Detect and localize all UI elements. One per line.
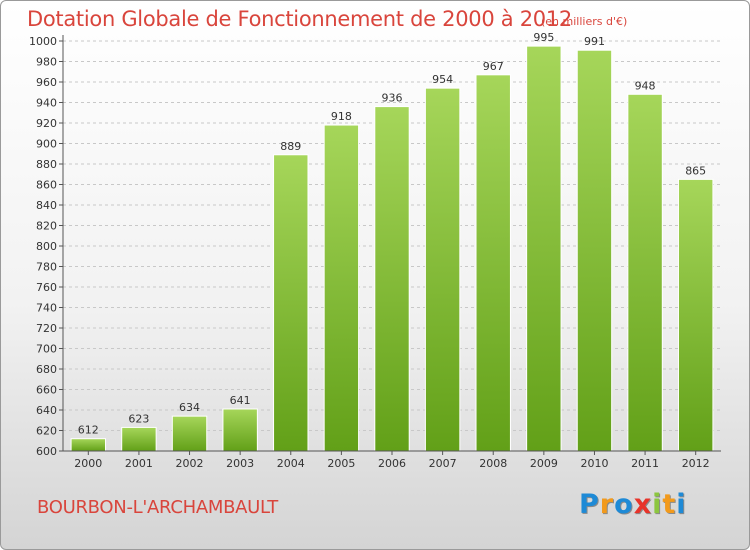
- bar-2011: [627, 93, 663, 452]
- proxiti-logo: Proxiti: [579, 489, 687, 520]
- bar-2002: [171, 415, 208, 452]
- bar-2005: [323, 124, 360, 452]
- bar-2010: [576, 49, 613, 452]
- y-tick-label: 780: [36, 261, 57, 274]
- logo-letter: i: [652, 489, 663, 520]
- y-tick-label: 800: [36, 240, 57, 253]
- data-label: 623: [128, 412, 149, 425]
- bar-2009: [526, 45, 562, 452]
- data-label: 995: [533, 31, 554, 44]
- y-tick-label: 900: [36, 138, 57, 151]
- x-tick-label: 2011: [631, 457, 659, 470]
- logo-letter: t: [662, 489, 677, 520]
- bar-2008: [475, 74, 511, 452]
- bars-layer: 612 623 634 641 889 918 936 954 967 995 991 948 865: [70, 31, 714, 452]
- x-tick-label: 2007: [429, 457, 457, 470]
- chart-title: Dotation Globale de Fonctionnement de 20…: [27, 7, 572, 31]
- y-tick-label: 880: [36, 158, 57, 171]
- data-label: 967: [483, 60, 504, 73]
- logo-letter: o: [614, 489, 634, 520]
- y-tick-label: 640: [36, 404, 57, 417]
- logo-letter: P: [579, 489, 600, 520]
- y-tick-label: 840: [36, 199, 57, 212]
- commune-name: BOURBON-L'ARCHAMBAULT: [37, 497, 278, 518]
- data-label: 918: [331, 110, 352, 123]
- data-label: 641: [230, 394, 251, 407]
- x-tick-label: 2008: [479, 457, 507, 470]
- y-tick-label: 680: [36, 363, 57, 376]
- y-tick-label: 940: [36, 97, 57, 110]
- data-label: 991: [584, 35, 605, 48]
- y-tick-label: 660: [36, 384, 57, 397]
- logo-letter: i: [676, 489, 687, 520]
- axis-layer: 600 620 640 660 680 700 720 740 760 780 800 820 840 8…: [29, 35, 721, 470]
- logo-letter: x: [633, 489, 653, 520]
- bar-2000: [70, 438, 107, 452]
- y-tick-label: 700: [36, 343, 57, 356]
- data-label: 612: [78, 424, 99, 437]
- x-tick-label: 2002: [176, 457, 204, 470]
- y-tick-label: 960: [36, 76, 57, 89]
- data-label: 936: [382, 92, 403, 105]
- y-tick-label: 860: [36, 179, 57, 192]
- x-tick-label: 2005: [327, 457, 355, 470]
- y-tick-label: 820: [36, 220, 57, 233]
- data-label: 948: [635, 79, 656, 92]
- y-tick-label: 980: [36, 56, 57, 69]
- y-tick-label: 740: [36, 302, 57, 315]
- data-label: 865: [685, 164, 706, 177]
- x-tick-label: 2003: [226, 457, 254, 470]
- bar-2007: [424, 87, 461, 452]
- data-label: 954: [432, 73, 453, 86]
- x-tick-label: 2012: [682, 457, 710, 470]
- y-tick-label: 600: [36, 445, 57, 458]
- y-tick-label: 720: [36, 322, 57, 335]
- x-tick-label: 2010: [580, 457, 608, 470]
- y-tick-label: 1000: [29, 35, 57, 48]
- bar-2003: [222, 408, 258, 452]
- logo-letter: r: [599, 489, 615, 520]
- y-tick-label: 620: [36, 425, 57, 438]
- bar-2006: [374, 106, 410, 452]
- x-tick-label: 2004: [277, 457, 305, 470]
- data-label: 889: [280, 140, 301, 153]
- bar-2004: [273, 154, 309, 452]
- y-tick-label: 760: [36, 281, 57, 294]
- data-label: 634: [179, 401, 200, 414]
- x-tick-label: 2000: [74, 457, 102, 470]
- bar-2001: [121, 426, 157, 452]
- bar-2012: [677, 178, 714, 452]
- x-tick-label: 2001: [125, 457, 153, 470]
- y-tick-label: 920: [36, 117, 57, 130]
- x-tick-label: 2006: [378, 457, 406, 470]
- unit-label: (en milliers d'€): [541, 15, 628, 28]
- x-tick-label: 2009: [530, 457, 558, 470]
